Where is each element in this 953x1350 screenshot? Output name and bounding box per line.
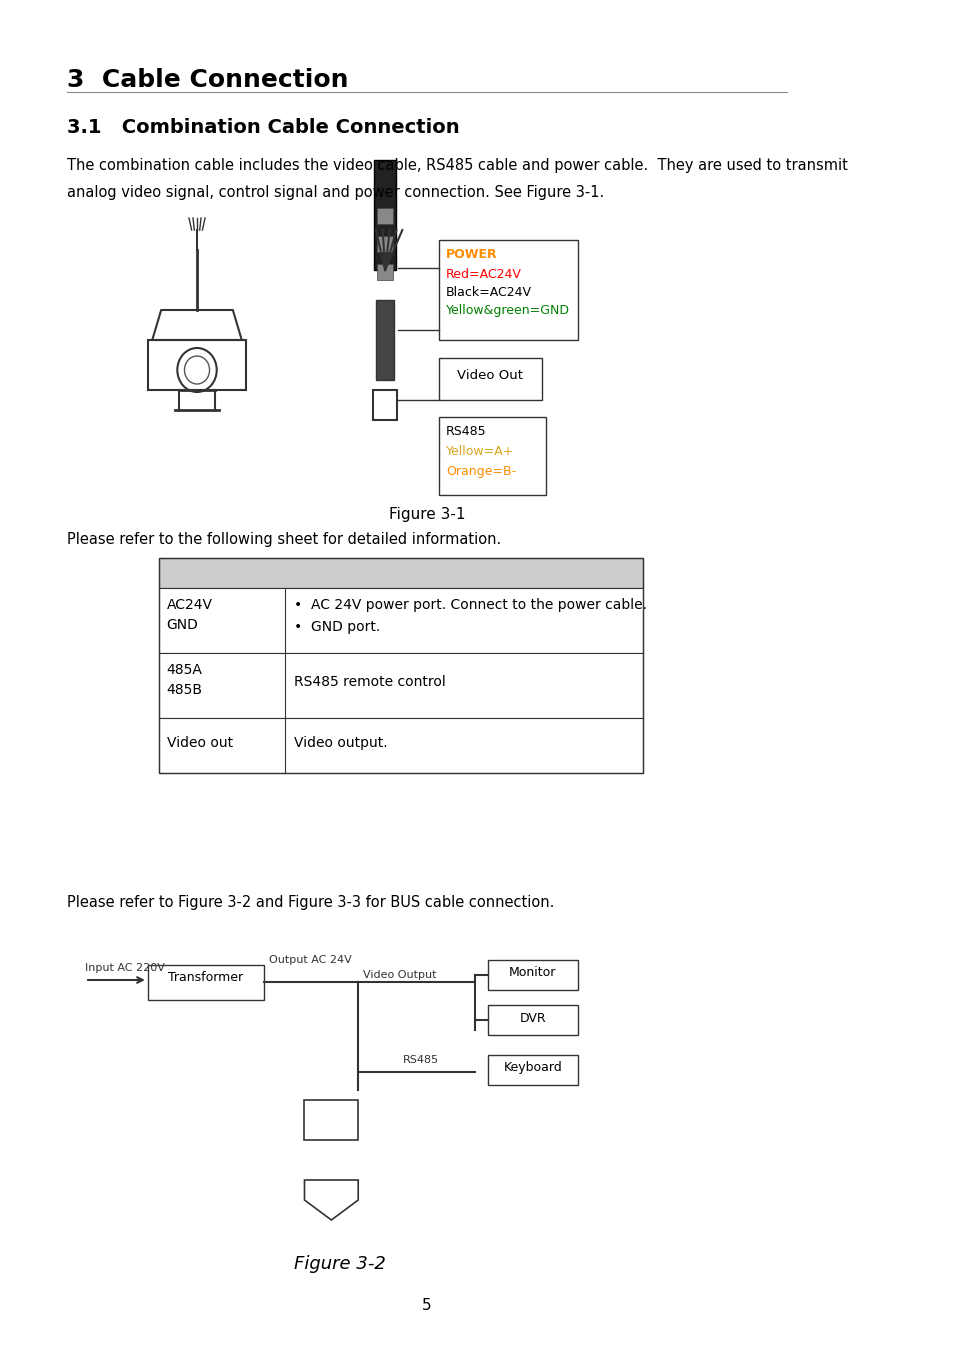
Text: Black=AC24V: Black=AC24V <box>445 286 532 298</box>
Text: Keyboard: Keyboard <box>503 1061 561 1075</box>
Text: AC24V: AC24V <box>167 598 213 612</box>
Bar <box>375 300 394 379</box>
Bar <box>376 236 393 252</box>
Text: RS485: RS485 <box>402 1054 438 1065</box>
Bar <box>159 589 642 653</box>
Text: Output AC 24V: Output AC 24V <box>269 954 351 965</box>
Text: 485B: 485B <box>167 683 202 697</box>
Text: The combination cable includes the video cable, RS485 cable and power cable.  Th: The combination cable includes the video… <box>67 158 847 173</box>
Bar <box>488 1004 577 1035</box>
Bar <box>159 653 642 718</box>
Bar <box>148 965 264 1000</box>
Text: RS485 remote control: RS485 remote control <box>294 675 445 688</box>
Text: •  GND port.: • GND port. <box>294 620 379 634</box>
Bar <box>438 417 546 495</box>
Bar <box>488 960 577 990</box>
Text: 3  Cable Connection: 3 Cable Connection <box>67 68 348 92</box>
Bar <box>159 718 642 774</box>
Text: Please refer to the following sheet for detailed information.: Please refer to the following sheet for … <box>67 532 501 547</box>
Text: 485A: 485A <box>167 663 202 676</box>
Text: Orange=B-: Orange=B- <box>445 464 516 478</box>
Bar <box>376 265 393 279</box>
Bar <box>438 358 541 400</box>
Text: Input AC 220V: Input AC 220V <box>85 963 165 973</box>
Bar <box>438 240 577 340</box>
Text: Yellow=A+: Yellow=A+ <box>445 446 514 458</box>
Text: POWER: POWER <box>445 248 497 261</box>
Text: analog video signal, control signal and power connection. See Figure 3-1.: analog video signal, control signal and … <box>67 185 604 200</box>
Bar <box>159 558 642 774</box>
Bar <box>374 161 395 270</box>
Text: Monitor: Monitor <box>509 967 556 980</box>
Bar <box>159 558 642 589</box>
Text: Red=AC24V: Red=AC24V <box>445 269 521 281</box>
Text: Yellow&green=GND: Yellow&green=GND <box>445 304 569 317</box>
Bar <box>488 1054 577 1085</box>
Text: •  AC 24V power port. Connect to the power cable.: • AC 24V power port. Connect to the powe… <box>294 598 646 612</box>
Text: Transformer: Transformer <box>169 971 243 984</box>
Text: DVR: DVR <box>519 1011 545 1025</box>
Text: Video out: Video out <box>167 736 233 751</box>
Text: Video Out: Video Out <box>456 369 522 382</box>
Text: Video output.: Video output. <box>294 736 387 751</box>
Text: Video Output: Video Output <box>362 971 436 980</box>
Text: 3.1   Combination Cable Connection: 3.1 Combination Cable Connection <box>67 117 459 136</box>
Text: Figure 3-2: Figure 3-2 <box>294 1256 386 1273</box>
Bar <box>304 1100 357 1139</box>
Bar <box>376 208 393 224</box>
Text: 5: 5 <box>422 1297 432 1314</box>
Text: Please refer to Figure 3-2 and Figure 3-3 for BUS cable connection.: Please refer to Figure 3-2 and Figure 3-… <box>67 895 554 910</box>
Bar <box>373 390 396 420</box>
Text: RS485: RS485 <box>445 425 486 437</box>
Text: GND: GND <box>167 618 198 632</box>
Text: Figure 3-1: Figure 3-1 <box>389 508 465 522</box>
